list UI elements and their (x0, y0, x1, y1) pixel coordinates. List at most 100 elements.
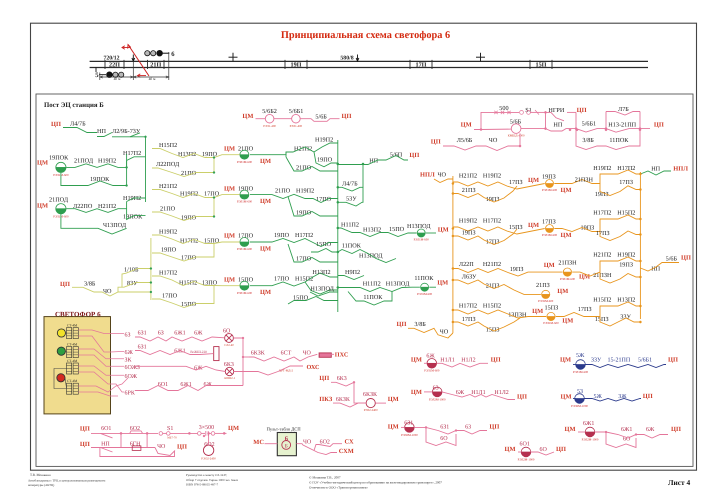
svg-text:Н15П2: Н15П2 (483, 303, 501, 310)
svg-text:Н9П2: Н9П2 (345, 269, 360, 276)
svg-text:3/8Б: 3/8Б (414, 321, 426, 328)
svg-text:15ПО: 15ПО (238, 276, 254, 283)
svg-text:СТ-4М: СТ-4М (67, 342, 77, 346)
svg-text:Руководство к макету СЛ-1247,: Руководство к макету СЛ-1247, (186, 473, 227, 477)
svg-text:СТ-4М: СТ-4М (67, 359, 77, 363)
svg-text:ЦМ: ЦМ (544, 262, 555, 269)
svg-text:ЦМ: ЦМ (37, 160, 48, 167)
svg-text:ЦП: ЦП (51, 121, 61, 128)
svg-text:ЦМ: ЦМ (388, 424, 399, 431)
svg-text:РЭЛ2М-1000: РЭЛ2М-1000 (518, 457, 535, 461)
svg-text:РЭЛ2М-1000: РЭЛ2М-1000 (401, 433, 418, 437)
svg-text:Н17П2: Н17П2 (593, 210, 611, 217)
svg-text:ЦМ: ЦМ (505, 446, 516, 453)
svg-text:ЦМ: ЦМ (388, 396, 399, 403)
svg-text:Л2/9Б-73У: Л2/9Б-73У (112, 128, 141, 135)
svg-text:Лист 4: Лист 4 (668, 478, 691, 487)
svg-text:1/10Б: 1/10Б (124, 267, 139, 274)
svg-text:21ПО: 21ПО (238, 145, 254, 152)
svg-text:Н19П2: Н19П2 (459, 218, 477, 225)
svg-text:17ПО: 17ПО (162, 293, 178, 300)
svg-text:Н13ПОД: Н13ПОД (386, 281, 410, 288)
svg-text:6О: 6О (540, 447, 548, 453)
svg-text:33У: 33У (591, 358, 602, 364)
svg-text:15ПО: 15ПО (316, 241, 332, 248)
svg-text:РЭЛ1М-600: РЭЛ1М-600 (237, 291, 253, 295)
svg-text:6О2: 6О2 (320, 439, 330, 445)
svg-text:21П: 21П (150, 62, 161, 69)
svg-text:НП: НП (369, 157, 378, 164)
svg-text:19ПО: 19ПО (296, 210, 312, 217)
svg-text:Н21П2: Н21П2 (593, 252, 611, 259)
svg-text:Н15П2: Н15П2 (159, 142, 177, 149)
svg-text:6: 6 (285, 436, 289, 443)
svg-text:РЭЛ2М-1000: РЭЛ2М-1000 (429, 397, 446, 401)
svg-text:63: 63 (465, 425, 471, 431)
svg-text:ЦМ: ЦМ (561, 187, 572, 194)
svg-text:15ПО: 15ПО (204, 238, 220, 245)
svg-text:ЦМ: ЦМ (532, 308, 543, 315)
svg-text:21ПОД: 21ПОД (49, 197, 69, 204)
svg-text:ЦМ: ЦМ (437, 280, 448, 287)
svg-text:17ПО: 17ПО (238, 233, 254, 240)
svg-text:21ПО: 21ПО (160, 206, 176, 213)
svg-text:НП: НП (651, 266, 660, 273)
svg-text:Н15П2: Н15П2 (295, 276, 313, 283)
svg-text:Н19П2: Н19П2 (98, 158, 116, 165)
svg-text:Н11П2: Н11П2 (363, 281, 381, 288)
svg-text:РЭЛ1М-600: РЭЛ1М-600 (538, 299, 554, 303)
svg-text:ЦП: ЦП (671, 426, 681, 433)
svg-text:15-21ПП: 15-21ПП (608, 358, 631, 364)
svg-text:Н21П2: Н21П2 (294, 146, 312, 153)
svg-text:63: 63 (433, 386, 439, 392)
svg-text:Н19П2: Н19П2 (617, 252, 635, 259)
svg-text:РЭЛ1-400: РЭЛ1-400 (290, 124, 303, 128)
svg-text:Отпечатано в ООО «Транспортная: Отпечатано в ООО «Транспортная книга» (309, 485, 368, 489)
svg-text:Т.В. Мошкина: Т.В. Мошкина (30, 473, 51, 477)
svg-text:19ПЗ: 19ПЗ (619, 262, 633, 269)
svg-text:19ПОК: 19ПОК (49, 155, 69, 162)
svg-text:ЦП: ЦП (668, 357, 678, 364)
svg-text:5: 5 (95, 72, 99, 79)
svg-text:ЦП: ЦП (80, 441, 90, 448)
svg-text:15ПЗ: 15ПЗ (595, 316, 609, 323)
svg-text:19ПО: 19ПО (202, 151, 218, 158)
svg-text:РЭЛ1М-600: РЭЛ1М-600 (542, 188, 558, 192)
svg-text:19ПО: 19ПО (238, 185, 254, 192)
svg-text:6Ж: 6Ж (646, 427, 655, 433)
svg-text:ЧО: ЧО (438, 172, 447, 179)
svg-text:19ПО: 19ПО (161, 247, 177, 254)
svg-text:17ПО: 17ПО (204, 191, 220, 198)
svg-text:19ПО: 19ПО (317, 157, 333, 164)
svg-text:11ПОК: 11ПОК (414, 275, 434, 282)
svg-text:ЦМ: ЦМ (224, 233, 235, 240)
svg-text:Н13-21ПП: Н13-21ПП (608, 122, 636, 129)
svg-text:6О1: 6О1 (158, 382, 168, 388)
svg-text:ЦМ: ЦМ (260, 246, 271, 253)
svg-text:ПХС: ПХС (335, 351, 349, 358)
svg-text:17ПЗ: 17ПЗ (486, 239, 500, 246)
svg-text:АОШ2-1: АОШ2-1 (224, 376, 236, 380)
svg-text:Л22ПОД: Л22ПОД (156, 161, 180, 168)
svg-text:РЭЛ1М-600: РЭЛ1М-600 (237, 160, 253, 164)
svg-text:ЦП: ЦП (319, 375, 329, 382)
svg-text:22П: 22П (109, 62, 120, 69)
svg-text:Н13ПОД: Н13ПОД (359, 253, 383, 260)
svg-text:6Ж: 6Ж (125, 350, 134, 356)
svg-text:6О2: 6О2 (130, 426, 140, 432)
svg-text:Н11П2: Н11П2 (341, 222, 359, 229)
svg-text:Л22П: Л22П (459, 261, 474, 268)
svg-text:Н15П2: Н15П2 (617, 210, 635, 217)
svg-text:ВсЖШ-220: ВсЖШ-220 (190, 350, 207, 354)
svg-text:5Ж: 5Ж (594, 394, 603, 400)
svg-text:ЦМ: ЦМ (260, 158, 271, 165)
svg-text:19ПЗ: 19ПЗ (486, 196, 500, 203)
svg-text:РЭЛ1М-600: РЭЛ1М-600 (543, 321, 559, 325)
svg-text:6Ж: 6Ж (194, 331, 203, 337)
svg-text:Н17П2: Н17П2 (617, 165, 635, 172)
svg-text:Н1Л2: Н1Л2 (461, 358, 475, 364)
svg-text:19ПЗ: 19ПЗ (581, 225, 595, 232)
svg-text:РЭЛ2М-1000: РЭЛ2М-1000 (571, 404, 588, 408)
svg-text:НПЛ: НПЛ (420, 172, 435, 179)
svg-text:РЭЛ1М-600: РЭЛ1М-600 (560, 277, 576, 281)
